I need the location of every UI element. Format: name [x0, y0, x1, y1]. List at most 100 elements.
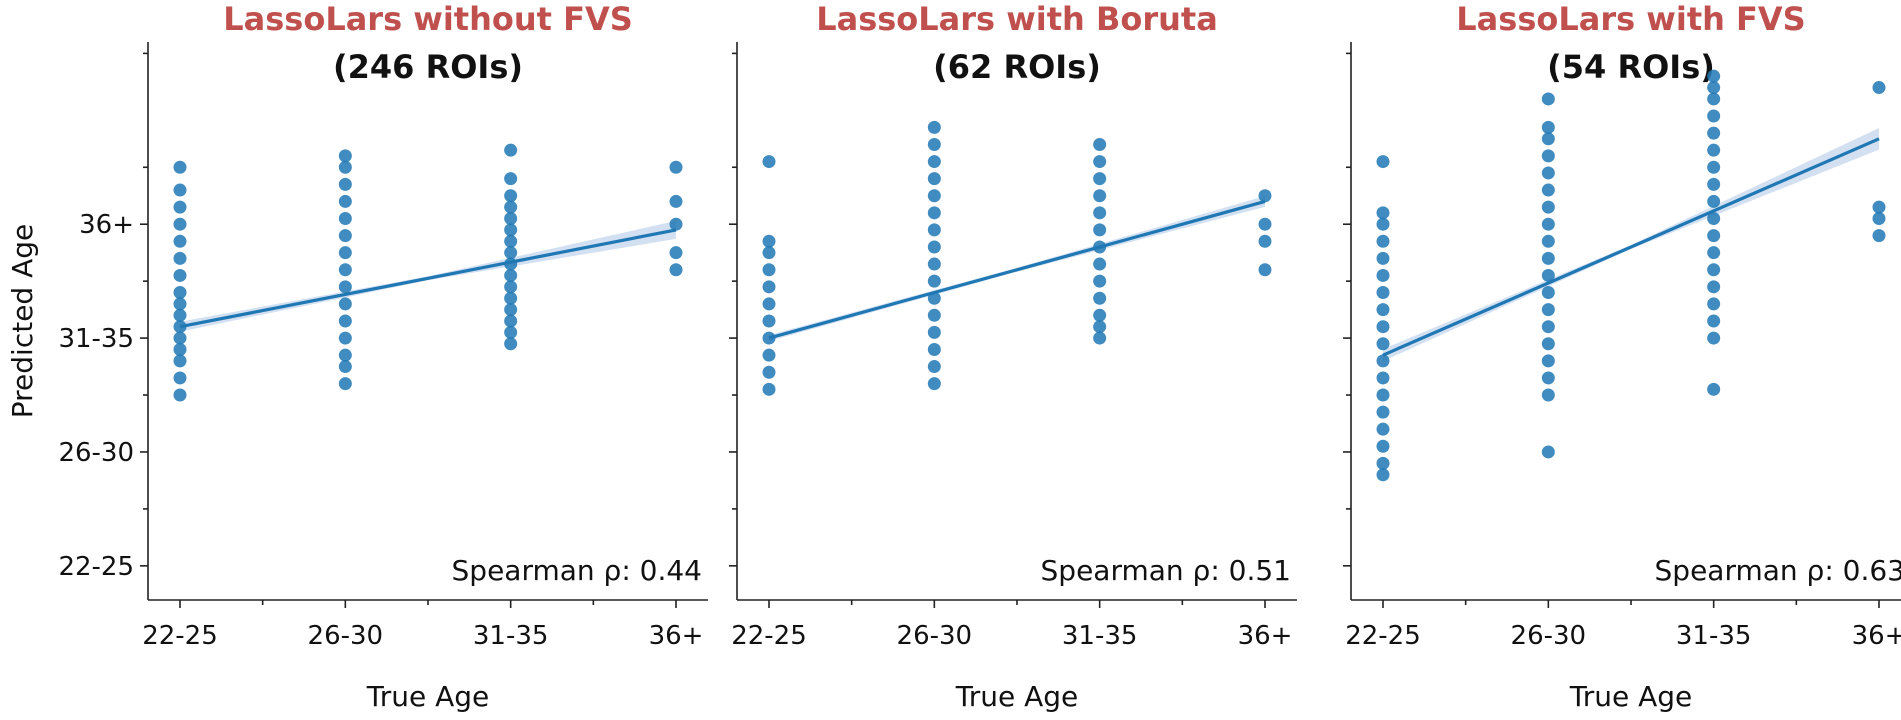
data-point [173, 160, 187, 174]
data-point [762, 314, 776, 328]
data-point [173, 354, 187, 368]
data-point [1093, 137, 1107, 151]
data-point [1376, 251, 1390, 265]
data-point [762, 246, 776, 260]
data-point [504, 280, 518, 294]
panel-title: LassoLars without FVS [223, 0, 633, 38]
data-point [173, 234, 187, 248]
data-point [927, 360, 941, 374]
panel-title: LassoLars with FVS [1456, 0, 1805, 38]
x-tick-label: 26-30 [897, 621, 973, 651]
data-point [338, 246, 352, 260]
data-point [1376, 388, 1390, 402]
regression-line [179, 228, 677, 329]
x-tick-label: 36+ [649, 621, 704, 651]
data-point [173, 342, 187, 356]
data-point [762, 263, 776, 277]
data-point [1707, 297, 1721, 311]
data-point [1376, 286, 1390, 300]
data-point [504, 212, 518, 226]
data-point [1376, 337, 1390, 351]
y-tick-label: 26-30 [58, 438, 134, 468]
data-point [173, 297, 187, 311]
data-point [669, 263, 683, 277]
data-point [504, 172, 518, 186]
data-point [1093, 308, 1107, 322]
x-tick-label: 31-35 [1062, 621, 1138, 651]
data-point [1093, 189, 1107, 203]
data-point [762, 280, 776, 294]
data-point [1258, 217, 1272, 231]
panel-title: LassoLars with Boruta [816, 0, 1218, 38]
data-point [1872, 212, 1886, 226]
data-point [173, 183, 187, 197]
data-point [1376, 303, 1390, 317]
data-point [1707, 126, 1721, 140]
data-point [504, 200, 518, 214]
data-point [338, 360, 352, 374]
data-point [927, 342, 941, 356]
data-point [1872, 229, 1886, 243]
data-point [927, 325, 941, 339]
data-point [338, 194, 352, 208]
data-point [504, 303, 518, 317]
data-point [1541, 92, 1555, 106]
data-point [504, 143, 518, 157]
data-point [1541, 120, 1555, 134]
data-point [338, 160, 352, 174]
spearman-annotation: Spearman ρ: 0.44 [452, 554, 702, 587]
data-point [173, 371, 187, 385]
data-point [927, 240, 941, 254]
data-point [669, 194, 683, 208]
data-point [1376, 354, 1390, 368]
data-point [1707, 280, 1721, 294]
data-point [504, 223, 518, 237]
data-point [1093, 257, 1107, 271]
data-point [1093, 172, 1107, 186]
data-point [504, 314, 518, 328]
data-point [1093, 291, 1107, 305]
data-point [927, 189, 941, 203]
data-point [173, 200, 187, 214]
data-point [173, 388, 187, 402]
data-point [762, 234, 776, 248]
data-point [338, 331, 352, 345]
data-point [1707, 331, 1721, 345]
data-point [1376, 456, 1390, 470]
data-point [1376, 405, 1390, 419]
data-point [1541, 234, 1555, 248]
data-point [1541, 149, 1555, 163]
data-point [338, 212, 352, 226]
data-point [1541, 337, 1555, 351]
data-point [173, 308, 187, 322]
data-point [504, 189, 518, 203]
data-point [338, 377, 352, 391]
regression-line [1382, 137, 1880, 357]
x-tick-label: 36+ [1238, 621, 1293, 651]
data-point [338, 263, 352, 277]
regression-line [768, 199, 1266, 340]
data-point [338, 177, 352, 191]
data-point [173, 286, 187, 300]
x-tick-label: 31-35 [473, 621, 549, 651]
data-point [1541, 388, 1555, 402]
panel-3: LassoLars with FVS (54 ROIs) 22-25 26-30 31-… [1343, 0, 1901, 713]
data-point [504, 234, 518, 248]
panel-subtitle: (54 ROIs) [1547, 48, 1715, 86]
data-point [1093, 223, 1107, 237]
data-point [927, 137, 941, 151]
data-point [1376, 268, 1390, 282]
data-point [1707, 109, 1721, 123]
panel-subtitle: (62 ROIs) [933, 48, 1101, 86]
data-point [1093, 206, 1107, 220]
data-point [1376, 371, 1390, 385]
x-tick-label: 22-25 [142, 621, 218, 651]
x-tick-label: 26-30 [308, 621, 384, 651]
y-tick-label: 22-25 [58, 552, 134, 582]
data-point [173, 217, 187, 231]
data-point [1707, 382, 1721, 396]
data-point [1376, 217, 1390, 231]
data-point [338, 229, 352, 243]
data-point [338, 280, 352, 294]
y-tick-label: 31-35 [58, 324, 134, 354]
